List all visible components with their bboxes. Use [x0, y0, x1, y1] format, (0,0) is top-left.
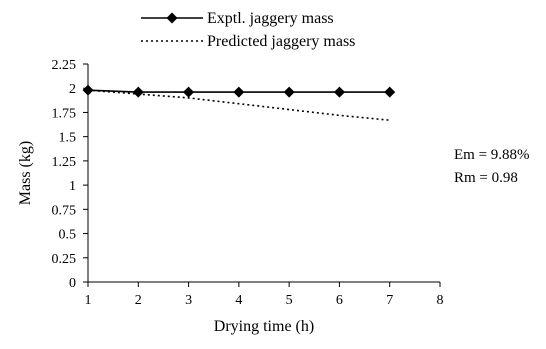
legend-label-exptl: Exptl. jaggery mass — [207, 10, 334, 27]
y-tick-label: 0.25 — [52, 252, 77, 267]
data-point-exptl — [333, 86, 345, 98]
x-axis-label: Drying time (h) — [214, 318, 314, 335]
y-axis-label: Mass (kg) — [17, 141, 34, 205]
y-tick-label: 0.75 — [52, 203, 77, 218]
x-ticks: 1 2 3 4 5 6 7 8 — [85, 282, 444, 308]
data-point-exptl — [283, 86, 295, 98]
data-point-exptl — [183, 86, 195, 98]
x-tick-label: 4 — [235, 293, 242, 308]
annotation-em: Em = 9.88% — [454, 147, 530, 163]
y-tick-label: 0.5 — [59, 228, 77, 243]
y-ticks: 0 0.25 0.5 0.75 1 1.25 1.5 1.75 2 2.25 — [52, 58, 88, 291]
annotation-rm: Rm = 0.98 — [454, 170, 518, 186]
x-tick-label: 7 — [386, 293, 393, 308]
x-tick-label: 2 — [135, 293, 142, 308]
y-tick-label: 2.25 — [52, 58, 77, 73]
axes: 1 2 3 4 5 6 7 8 0 0.25 0.5 0.75 1 1.25 1.5 1.75 2 2.25 — [52, 58, 444, 308]
y-tick-label: 1.25 — [52, 155, 77, 170]
legend: Exptl. jaggery mass Predicted jaggery ma… — [141, 10, 355, 50]
x-tick-label: 8 — [437, 293, 444, 308]
data-point-exptl — [132, 86, 144, 98]
data-point-exptl — [384, 86, 396, 98]
y-tick-label: 1 — [69, 179, 76, 194]
annotations: Em = 9.88% Rm = 0.98 — [454, 147, 530, 186]
legend-label-predicted: Predicted jaggery mass — [207, 33, 355, 50]
y-tick-label: 1.75 — [52, 106, 77, 121]
y-tick-label: 2 — [69, 82, 76, 97]
x-tick-label: 5 — [286, 293, 293, 308]
y-tick-label: 0 — [69, 276, 76, 291]
x-tick-label: 3 — [185, 293, 192, 308]
plot-area — [82, 84, 396, 121]
data-point-exptl — [233, 86, 245, 98]
x-tick-label: 1 — [85, 293, 92, 308]
y-tick-label: 1.5 — [59, 131, 77, 146]
x-tick-label: 6 — [336, 293, 343, 308]
data-point-exptl — [82, 84, 94, 96]
legend-marker-exptl — [166, 12, 178, 24]
